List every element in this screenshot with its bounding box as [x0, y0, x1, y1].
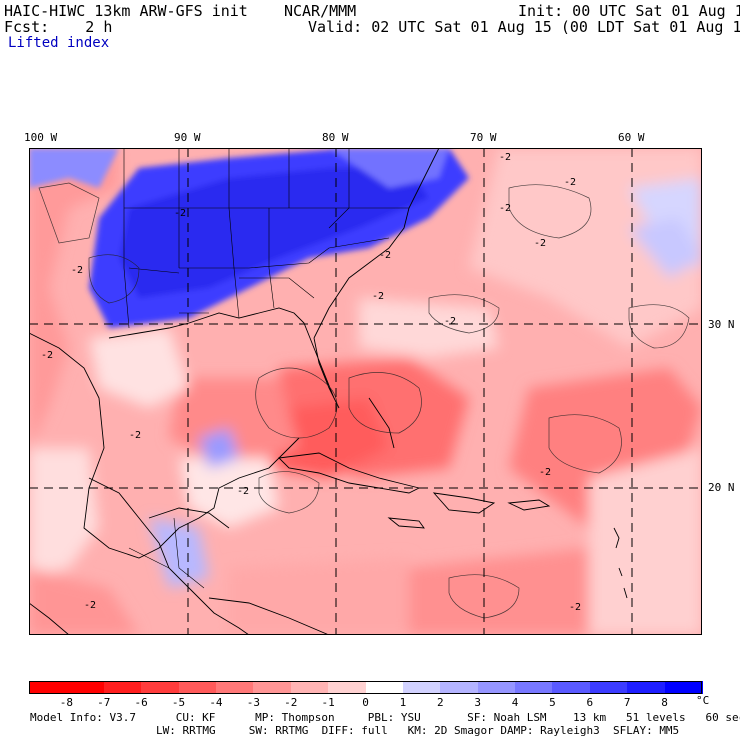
lifted-index-map: -2 -2 -2 -2 -2 -2 -2 -2 -2 -2 -2 -2 -2 -… [29, 148, 702, 635]
coastlines [29, 148, 628, 635]
contour-label: -2 [444, 316, 456, 327]
contour-label: -2 [41, 350, 53, 361]
model-info-line2: LW: RRTMG SW: RRTMG DIFF: full KM: 2D Sm… [156, 724, 680, 737]
colorbar-swatch [365, 681, 404, 694]
state-borders [123, 148, 409, 589]
contour-label: -2 [379, 250, 391, 261]
colorbar-tick-label: 7 [623, 696, 631, 709]
colorbar-swatch [103, 681, 142, 694]
colorbar-tick-label: 4 [511, 696, 519, 709]
colorbar-swatch [627, 681, 666, 694]
colorbar-swatch [29, 681, 67, 694]
field-shading [29, 148, 702, 635]
contour-label: -2 [372, 291, 384, 302]
contour-label: -2 [569, 602, 581, 613]
colorbar-swatch [141, 681, 180, 694]
colorbar-tick-label: -7 [97, 696, 111, 709]
colorbar-swatch [253, 681, 292, 694]
forecast-hour: Fcst: 2 h [4, 18, 113, 36]
colorbar-frame [29, 681, 702, 694]
high-stability-band [29, 148, 469, 328]
valid-time: Valid: 02 UTC Sat 01 Aug 15 (00 LDT Sat … [308, 18, 740, 36]
contour-label: -2 [564, 177, 576, 188]
lon-label-100w: 100 W [24, 131, 58, 144]
colorbar-tick-label: -6 [134, 696, 148, 709]
colorbar-swatch [178, 681, 217, 694]
colorbar-tick-label: 8 [661, 696, 668, 709]
lon-label-90w: 90 W [174, 131, 201, 144]
map-frame [29, 148, 702, 635]
colorbar-swatch [664, 681, 703, 694]
contour-labels: -2 -2 -2 -2 -2 -2 -2 -2 -2 -2 -2 -2 -2 -… [41, 152, 581, 613]
lat-label-30n: 30 N [708, 318, 735, 331]
contour-label: -2 [534, 238, 546, 249]
contour-label: -2 [71, 265, 83, 276]
contour-label: -2 [174, 208, 186, 219]
model-info-line1: Model Info: V3.7 CU: KF MP: Thompson PBL… [30, 711, 740, 724]
contour-label: -2 [539, 467, 551, 478]
colorbar-swatch [440, 681, 479, 694]
contour-label: -2 [129, 430, 141, 441]
contour-label: -2 [237, 486, 249, 497]
colorbar-tick-label: -4 [209, 696, 223, 709]
colorbar-unit: °C [696, 694, 710, 707]
contour-label: -2 [84, 600, 96, 611]
colorbar-tick-label: 5 [549, 696, 556, 709]
colorbar-tick-label: -3 [246, 696, 260, 709]
colorbar-swatch [290, 681, 329, 694]
lon-label-70w: 70 W [470, 131, 497, 144]
colorbar-tick-label: 1 [399, 696, 407, 709]
model-title: HAIC-HIWC 13km ARW-GFS init NCAR/MMM [4, 2, 357, 20]
colorbar-tick-label: 3 [474, 696, 481, 709]
colorbar-tick-label: -2 [284, 696, 298, 709]
colorbar-tick-label: 0 [362, 696, 369, 709]
colorbar-swatch [477, 681, 516, 694]
colorbar-tick-label: -1 [321, 696, 335, 709]
init-time: Init: 00 UTC Sat 01 Aug 15 [518, 2, 740, 20]
colorbar-swatch [515, 681, 554, 694]
contour-label: -2 [499, 203, 511, 214]
colorbar-swatch [66, 681, 105, 694]
colorbar-swatch [328, 681, 367, 694]
lat-lon-grid [29, 148, 702, 635]
lon-label-60w: 60 W [618, 131, 645, 144]
field-name: Lifted index [8, 35, 110, 51]
colorbar-tick-label: -5 [171, 696, 186, 709]
colorbar-swatch [402, 681, 441, 694]
colorbar-swatch [589, 681, 628, 694]
colorbar-swatch [215, 681, 254, 694]
colorbar-swatch [552, 681, 591, 694]
contour-label: -2 [499, 152, 511, 163]
lon-label-80w: 80 W [322, 131, 349, 144]
colorbar-tick-label: 2 [436, 696, 444, 709]
colorbar-tick-label: -8 [59, 696, 73, 709]
colorbar-tick-label: 6 [586, 696, 594, 709]
lat-label-20n: 20 N [708, 481, 735, 494]
